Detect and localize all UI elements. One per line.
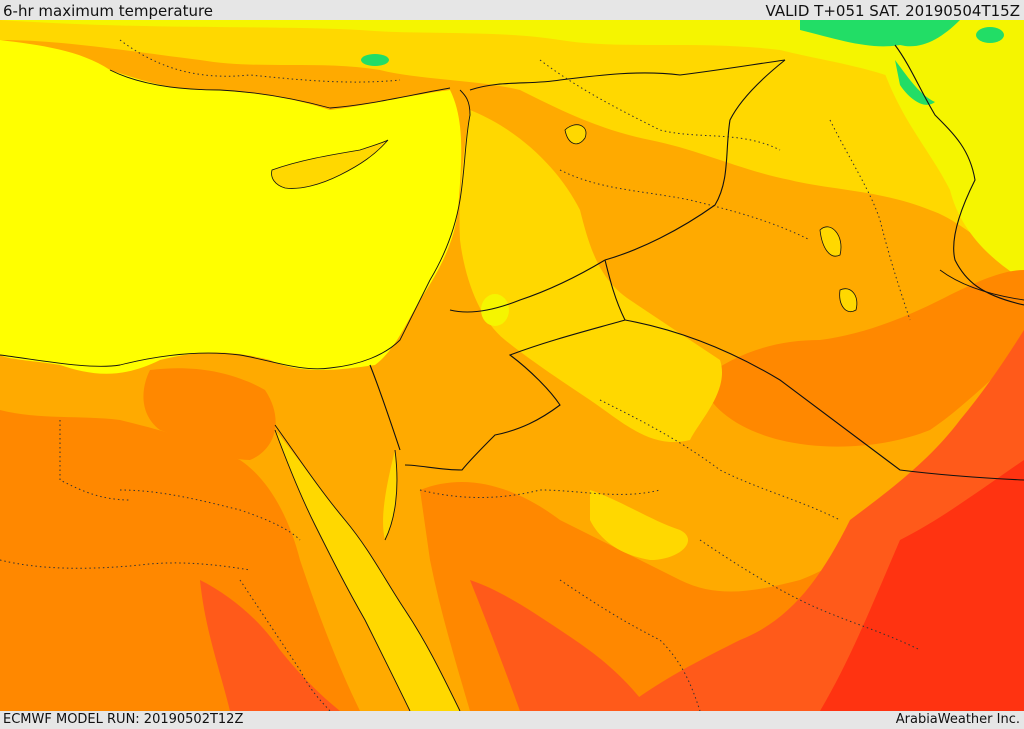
map-title: 6-hr maximum temperature <box>3 2 214 20</box>
east-mild-patch <box>880 60 1024 280</box>
extreme-hot-zone-sudan <box>200 580 340 711</box>
very-hot-zone-iraq <box>700 270 1024 447</box>
gulf-of-aqaba <box>383 450 397 540</box>
country-borders <box>369 44 1024 481</box>
north-warm-belt <box>0 20 1024 270</box>
extreme-hot-zone-red-sea-coast <box>470 580 650 711</box>
mediterranean-sea <box>0 40 462 374</box>
valid-time-label: VALID T+051 SAT. 20190504T15Z <box>765 2 1020 20</box>
model-run-label: ECMWF MODEL RUN: 20190502T12Z <box>3 712 244 727</box>
green-cool-patch <box>976 27 1004 43</box>
footer-bar: ECMWF MODEL RUN: 20190502T12Z ArabiaWeat… <box>0 711 1024 729</box>
green-cool-patch <box>895 60 935 105</box>
max-heat-zone <box>820 460 1024 711</box>
warm-plume <box>590 490 689 560</box>
warm-plume <box>459 110 723 442</box>
lake <box>819 226 842 257</box>
lake <box>564 124 587 145</box>
green-cool-patch <box>361 54 389 66</box>
temperature-map <box>0 20 1024 711</box>
warm-patch <box>481 294 509 326</box>
green-cool-patch <box>800 20 960 47</box>
province-boundaries <box>0 39 921 711</box>
coastlines <box>0 69 1024 711</box>
lake <box>839 288 858 312</box>
very-hot-zone-west <box>0 410 360 711</box>
header-bar: 6-hr maximum temperature VALID T+051 SAT… <box>0 0 1024 20</box>
cyprus-island <box>271 139 389 189</box>
very-hot-zone-sinai <box>143 368 276 460</box>
red-sea <box>275 430 460 711</box>
credit-label: ArabiaWeather Inc. <box>895 712 1020 727</box>
